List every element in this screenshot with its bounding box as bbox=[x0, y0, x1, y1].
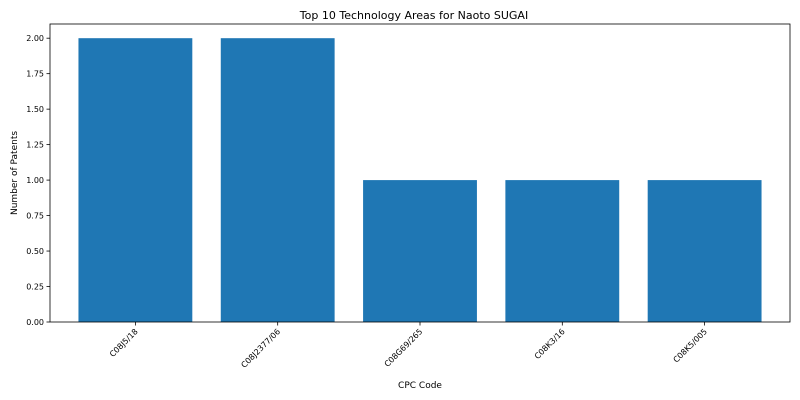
y-axis: 0.00 0.25 0.50 0.75 1.00 1.25 1.50 1.75 2.00 bbox=[26, 34, 50, 327]
bar-2 bbox=[363, 180, 477, 322]
x-axis-label: CPC Code bbox=[398, 381, 442, 391]
y-tick-label: 0.00 bbox=[26, 318, 44, 327]
x-tick-label: C08J5/18 bbox=[108, 327, 140, 359]
x-axis: C08J5/18 C08J2377/06 C08G69/265 C08K3/16 C08… bbox=[108, 322, 709, 370]
x-tick-label: C08J2377/06 bbox=[239, 327, 282, 370]
y-tick-label: 1.50 bbox=[26, 105, 44, 114]
x-tick-label: C08K5/005 bbox=[671, 327, 709, 365]
bar-3 bbox=[505, 180, 619, 322]
bar-0 bbox=[78, 38, 192, 322]
y-tick-label: 2.00 bbox=[26, 34, 44, 43]
y-tick-label: 1.75 bbox=[26, 70, 44, 79]
bar-4 bbox=[648, 180, 762, 322]
y-tick-label: 1.25 bbox=[26, 141, 44, 150]
plot-area bbox=[50, 24, 790, 322]
y-tick-label: 0.50 bbox=[26, 247, 44, 256]
bar-1 bbox=[221, 38, 335, 322]
x-tick-label: C08K3/16 bbox=[533, 327, 567, 361]
y-tick-label: 0.75 bbox=[26, 212, 44, 221]
chart-title: Top 10 Technology Areas for Naoto SUGAI bbox=[299, 9, 528, 22]
y-axis-label: Number of Patents bbox=[10, 131, 20, 215]
x-tick-label: C08G69/265 bbox=[383, 327, 425, 369]
y-tick-label: 0.25 bbox=[26, 283, 44, 292]
y-tick-label: 1.00 bbox=[26, 176, 44, 185]
